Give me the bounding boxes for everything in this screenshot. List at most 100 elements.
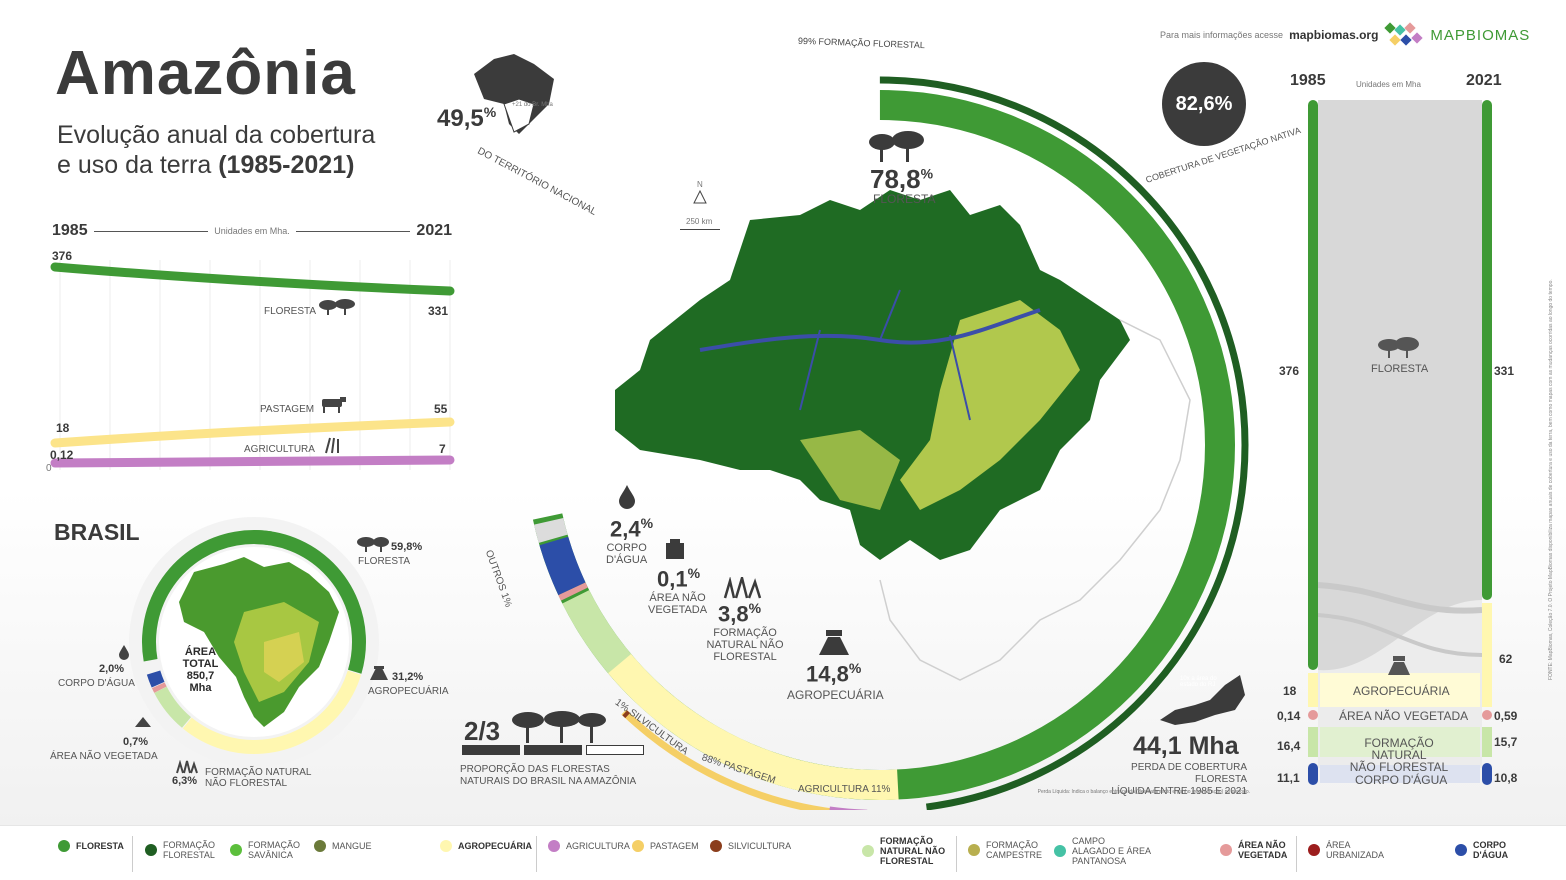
legend-floresta-text: FLORESTA	[76, 841, 124, 851]
brasil-nonveg-arc	[142, 530, 366, 754]
proportion-bar-2	[524, 745, 582, 755]
agriculture-line-label: AGRICULTURA	[244, 444, 315, 455]
brasil-nonforest-label-2: NÃO FLORESTAL	[205, 778, 288, 789]
center-nonveg-label: ÁREA NÃO VEGETADA	[648, 592, 707, 616]
brasil-area-total: ÁREA TOTAL 850,7 Mha	[178, 646, 223, 694]
sankey-year-start: 1985	[1290, 72, 1326, 89]
brasil-agro-pct: 31,2%	[392, 671, 424, 683]
brasil-forest-pct: 59,8%	[391, 541, 423, 553]
legend-form-natural-3: FLORESTAL	[880, 856, 934, 866]
area-line-4: Mha	[189, 682, 212, 694]
north-arrow-icon	[693, 190, 707, 204]
sankey-forest-start-bar	[1308, 100, 1318, 670]
sankey-forest-icon	[1378, 337, 1419, 358]
silviculture-arc	[506, 71, 1254, 810]
left-year-end: 2021	[416, 222, 453, 239]
loss-text: PERDA DE COBERTURA FLORESTA LÍQUIDA ENTR…	[1085, 762, 1247, 798]
legend-corpo-agua-2: D'ÁGUA	[1473, 850, 1509, 860]
legend-mangue-text: MANGUE	[332, 841, 372, 851]
pasture-start-value: 18	[56, 421, 70, 435]
agriculture-arc-label: AGRICULTURA 11%	[798, 784, 891, 795]
legend-mangue-dot	[314, 840, 326, 852]
territory-pct-value: 49,5	[437, 105, 484, 132]
brasil-forest-arc-2	[142, 530, 366, 754]
legend-alagado-1: CAMPO	[1072, 836, 1106, 846]
brasil-water-arc	[142, 530, 366, 754]
legend-form-natural-2: NATURAL NÃO	[880, 846, 946, 856]
amazon-river	[699, 308, 1041, 352]
center-nonveg-label-1: ÁREA NÃO	[649, 592, 706, 604]
brasil-water-pct: 2,0%	[99, 663, 125, 675]
center-water-pct: 2,4%	[610, 515, 654, 542]
legend-form-florestal-1: FORMAÇÃO	[163, 840, 216, 850]
territory-pct: 49,5%	[437, 104, 497, 132]
north-label: N	[697, 180, 703, 189]
sankey-agro-start-bar	[1308, 673, 1318, 707]
center-grass-icon	[723, 577, 762, 599]
sankey-nonforest-start-value: 16,4	[1277, 739, 1301, 753]
sankey-nonforest-start-bar	[1308, 727, 1318, 757]
legend-nao-vegetada-dot	[1220, 844, 1232, 856]
sankey-forest-end-bar	[1482, 100, 1492, 600]
brazil-outline	[879, 319, 1191, 681]
center-nonforest-label-3: FLORESTAL	[713, 651, 777, 663]
center-nonforest-pct: 3,8%	[718, 600, 762, 627]
sankey-nonveg-label: ÁREA NÃO VEGETADA	[1339, 709, 1469, 723]
forest-end-value: 331	[428, 304, 449, 318]
agriculture-end-value: 7	[439, 442, 446, 456]
scale-bar	[680, 229, 720, 230]
loss-value: 44,1 Mha	[1133, 732, 1239, 760]
center-agro-label: AGROPECUÁRIA	[787, 688, 884, 702]
sankey-agro-end-bar	[1482, 603, 1492, 707]
center-nonveg-pct: 0,1%	[657, 565, 701, 592]
legend-urbanizada-1: ÁREA	[1326, 840, 1351, 850]
more-info-text: Para mais informações acesse	[1160, 30, 1284, 40]
center-forest-label: FLORESTA	[873, 192, 936, 206]
legend-urbanizada-2: URBANIZADA	[1326, 850, 1385, 860]
amazon-map-shape	[615, 190, 1130, 560]
left-line-chart: 1985 Unidades em Mha. 2021	[52, 222, 452, 240]
center-nonforest-label-1: FORMAÇÃO	[713, 627, 777, 639]
legend-alagado-2: ALAGADO E ÁREA	[1072, 846, 1152, 856]
brasil-nonforest-label-1: FORMAÇÃO NATURAL	[205, 767, 312, 778]
area-line-2: TOTAL	[182, 658, 219, 670]
center-nonforest-label-2: NATURAL NÃO	[706, 639, 784, 651]
legend-silvicultura-dot	[710, 840, 722, 852]
sankey-agro-end: 62	[1499, 652, 1513, 666]
legend-campestre-dot	[968, 844, 980, 856]
pasture-line-label: PASTAGEM	[260, 404, 315, 415]
sankey-water-start-value: 11,1	[1277, 771, 1300, 785]
legend-urbanizada-dot	[1308, 844, 1320, 856]
legend-silvicultura: SILVICULTURA	[710, 840, 791, 852]
sankey-forest-start: 376	[1279, 364, 1300, 378]
legend-urbanizada: ÁREA URBANIZADA	[1308, 840, 1384, 860]
brazil-territory-map-icon	[474, 54, 554, 134]
outer-forest-formation-arc	[511, 76, 1249, 810]
brasil-forest-arc	[142, 530, 366, 754]
proportion-bar-3	[586, 745, 644, 755]
loss-footnote: Perda Líquida: Indica o balanço entre pe…	[1037, 789, 1250, 795]
legend-pastagem-text: PASTAGEM	[650, 841, 699, 851]
brasil-grass-icon	[176, 760, 198, 774]
native-pct: 82,6%	[1175, 92, 1233, 115]
legend-silvicultura-text: SILVICULTURA	[728, 841, 792, 851]
forest-tree-icon	[319, 299, 355, 315]
center-nonforest-pct-value: 3,8	[718, 601, 749, 627]
rj-note: 10x a área do estado do RJ	[1180, 676, 1217, 688]
source-note: FONTE: MapBiomas, Coleção 7.0. O Projeto…	[1548, 279, 1554, 680]
brand-header: Para mais informações acesse mapbiomas.o…	[1160, 22, 1530, 48]
sankey-water-start-bar	[1308, 763, 1318, 785]
sankey-nonforest-end-bar	[1482, 727, 1492, 757]
legend-alagado-3: PANTANOSA	[1072, 856, 1127, 866]
proportion-bars	[462, 745, 644, 755]
legend-campestre-2: CAMPESTRE	[986, 850, 1043, 860]
sankey-nonveg-end	[1482, 710, 1492, 720]
legend-corpo-agua-dot	[1455, 844, 1467, 856]
amazon-main-ring	[505, 70, 1255, 810]
site-link[interactable]: mapbiomas.org	[1289, 28, 1379, 42]
agriculture-start-value: 0,12	[50, 448, 74, 462]
sankey-forest-label: FLORESTA	[1371, 363, 1429, 375]
legend-mangue: MANGUE	[314, 840, 372, 852]
proportion-value: 2/3	[464, 716, 501, 746]
forest-line	[50, 262, 455, 296]
